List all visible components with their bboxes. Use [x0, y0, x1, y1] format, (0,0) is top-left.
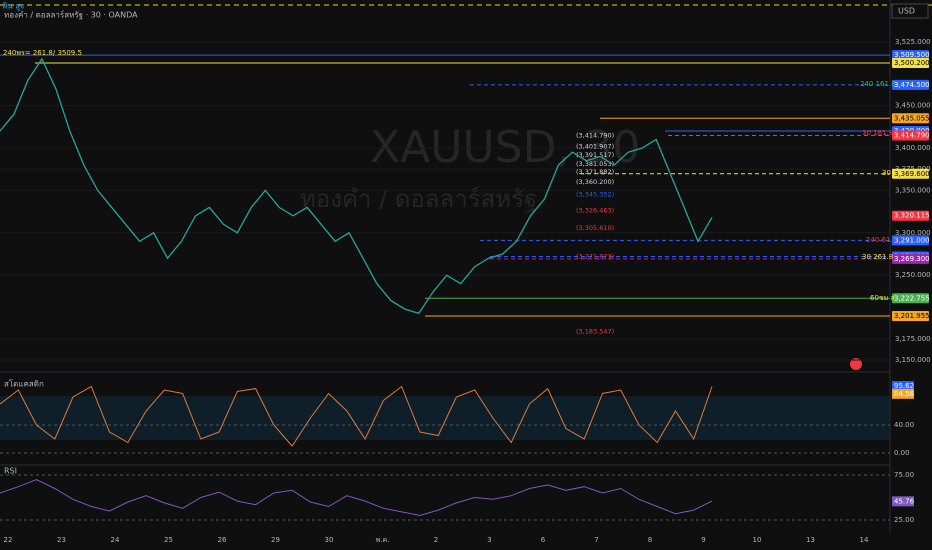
fib-label: (3,305.610) [576, 224, 614, 232]
rsi-title: RSI [4, 467, 17, 476]
pane-tick-label: 75.00 [894, 471, 914, 479]
pane-tick-label: 40.00 [894, 421, 914, 429]
pane-tick-label: 84.56 [894, 390, 915, 398]
price-tag [892, 210, 929, 221]
price-tag-label: 3,222.755 [894, 294, 930, 302]
price-tag [892, 235, 929, 246]
event-icon [850, 358, 862, 370]
currency: USD [898, 7, 915, 16]
stoch-title: สโตแคสติก [4, 379, 44, 389]
price-tag-label: 3,369.600 [894, 170, 930, 178]
x-tick-label: 25 [164, 536, 173, 544]
level-label: 60ชม ส [870, 294, 895, 302]
price-tick-label: 3,350.000 [895, 186, 931, 194]
x-tick-label: 23 [57, 536, 66, 544]
x-tick-label: 8 [648, 536, 652, 544]
level-label: 30 [882, 169, 891, 177]
price-tag [892, 50, 929, 61]
fib-label: (3,371.882) [576, 168, 614, 176]
level-label: 240 61.8 [866, 236, 897, 244]
fib-label: (3,401.907) [576, 142, 614, 150]
x-tick-label: 13 [806, 536, 815, 544]
price-tag-label: 3,500.200 [894, 59, 930, 67]
price-tag [892, 58, 929, 69]
price-tag [892, 79, 929, 90]
price-tag-label: 3,291.000 [894, 236, 930, 244]
price-tick-label: 3,400.000 [895, 144, 931, 152]
price-tag-label: 3,414.790 [894, 131, 930, 139]
pane-tag [892, 496, 914, 507]
price-tick-label: 3,175.000 [895, 335, 931, 343]
x-tick-label: 6 [541, 536, 546, 544]
price-tag [892, 130, 929, 141]
x-tick-label: 2 [434, 536, 438, 544]
fib-label: (3,391.517) [576, 151, 614, 159]
price-line [0, 57, 713, 315]
pane-tick-label: 45.76 [894, 497, 915, 505]
price-tag [892, 168, 929, 179]
price-tag-label: 3,474.500 [894, 81, 930, 89]
price-tick-label: 3,250.000 [895, 271, 931, 279]
price-tag-label: 3,201.955 [894, 312, 930, 320]
price-tick-label: 3,150.000 [895, 356, 931, 364]
price-tag-label: 3,435.055 [894, 114, 930, 122]
x-tick-label: 10 [753, 536, 762, 544]
x-tick-label: 24 [111, 536, 120, 544]
x-tick-label: พ.ค. [376, 536, 390, 544]
x-tick-label: 29 [271, 536, 280, 544]
price-tag-label: 3,320.115 [894, 212, 930, 220]
symbol-line: ทองคำ / ดอลลาร์สหรัฐ · 30 · OANDA [4, 10, 138, 20]
level-label: 30 261.8 [862, 253, 893, 261]
x-tick-label: 22 [4, 536, 13, 544]
level-label: 240 161.8 [860, 80, 896, 88]
stoch-band [0, 396, 890, 440]
price-tick-label: 3,525.000 [895, 38, 931, 46]
x-tick-label: 14 [860, 536, 869, 544]
pane-tick-label: 95.62 [894, 382, 914, 390]
pane-tag [892, 388, 914, 399]
price-tick-label: 3,300.000 [895, 229, 931, 237]
rsi-line [0, 478, 713, 517]
fib-label: (3,345.352) [576, 190, 614, 198]
stochastic-line [0, 385, 713, 447]
currency-box [891, 3, 929, 19]
fib-label: (3,326.463) [576, 206, 614, 214]
price-tag [892, 293, 929, 304]
fib-label: (3,183.547) [576, 328, 614, 336]
price-tick-label: 3,450.000 [895, 102, 931, 110]
level-label: 240พร= 261.8/ 3509.5 [3, 49, 82, 57]
x-tick-label: 3 [487, 536, 491, 544]
fib-label: (3,381.053) [576, 160, 614, 168]
price-tag [892, 113, 929, 124]
level-label: 30 161.8 [862, 129, 893, 137]
price-tag-label: 3,509.500 [894, 51, 930, 59]
pane-tick-label: 0.00 [894, 449, 910, 457]
watermark-sub: ทองคำ / ดอลลาร์สหรัฐ [300, 185, 537, 213]
fib-label: (3,271.873) [576, 253, 614, 261]
fib-label: (3,414.790) [576, 131, 614, 139]
price-tag-label: 3,269.300 [894, 255, 930, 263]
x-tick-label: 9 [701, 536, 705, 544]
pane-tag [892, 381, 914, 392]
fib-label: (3,360.200) [576, 178, 614, 186]
price-tag [892, 310, 929, 321]
pane-tick-label: 25.00 [894, 516, 914, 524]
x-tick-label: 26 [218, 536, 227, 544]
x-tick-label: 30 [325, 536, 334, 544]
badge: พิน สูง [2, 2, 24, 12]
x-tick-label: 7 [594, 536, 598, 544]
price-tag [892, 253, 929, 264]
